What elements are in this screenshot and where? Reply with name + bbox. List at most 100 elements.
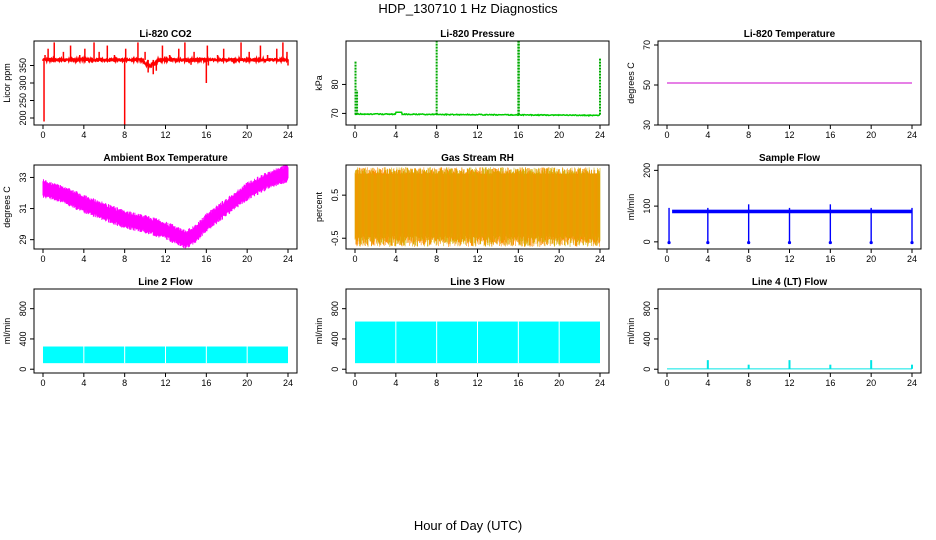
data-layer	[42, 165, 289, 249]
flow-dip-point	[787, 240, 792, 245]
x-tick-label: 8	[434, 254, 439, 264]
x-tick-label: 16	[513, 130, 523, 140]
x-tick-label: 0	[352, 130, 357, 140]
x-tick-label: 4	[705, 130, 710, 140]
data-layer	[355, 321, 600, 364]
x-tick-label: 16	[513, 378, 523, 388]
flow-dip-point	[747, 240, 751, 245]
x-tick-label: 8	[746, 130, 751, 140]
x-tick-label: 16	[825, 254, 835, 264]
panel-1: Li-820 CO2 Licor ppm 0 4 8 12 16 20 24 200 250 300 3…	[2, 29, 298, 140]
x-tick-label: 12	[472, 378, 482, 388]
flow-dip-point	[869, 240, 873, 245]
data-layer	[354, 41, 601, 117]
y-tick-label: 30	[642, 120, 652, 130]
y-axis-label: percent	[314, 191, 324, 222]
y-axis-label: Licor ppm	[2, 63, 12, 103]
y-tick-label: 250	[18, 93, 28, 108]
x-tick-label: 20	[866, 130, 876, 140]
x-tick-label: 16	[201, 130, 211, 140]
x-tick-label: 8	[434, 378, 439, 388]
y-tick-label: 350	[18, 58, 28, 73]
panel-6: Sample Flow ml/min 0 4 8 12 16 20 24 0 100 200	[626, 153, 922, 264]
x-tick-label: 24	[907, 378, 917, 388]
x-tick-label: 0	[40, 254, 45, 264]
x-tick-label: 16	[825, 378, 835, 388]
x-tick-label: 12	[160, 254, 170, 264]
panel-title: Line 3 Flow	[450, 277, 505, 288]
y-axis-label: ml/min	[2, 318, 12, 345]
y-axis-label: degrees C	[2, 186, 12, 228]
y-tick-label: 100	[642, 199, 652, 214]
y-axis-label: ml/min	[626, 194, 636, 221]
y-tick-label: 50	[642, 80, 652, 90]
y-tick-label: 200	[642, 163, 652, 178]
x-tick-label: 20	[554, 254, 564, 264]
x-tick-label: 12	[472, 130, 482, 140]
panel-title: Line 4 (LT) Flow	[752, 277, 828, 288]
series-line	[672, 209, 912, 214]
x-tick-label: 0	[40, 378, 45, 388]
x-tick-label: 12	[784, 378, 794, 388]
y-axis-label: kPa	[314, 75, 324, 91]
y-tick-label: 400	[18, 331, 28, 346]
flow-dip-point	[667, 240, 671, 245]
x-tick-label: 4	[81, 130, 86, 140]
x-tick-label: 12	[472, 254, 482, 264]
data-layer	[667, 360, 913, 370]
x-tick-label: 4	[81, 254, 86, 264]
panel-title: Sample Flow	[759, 153, 820, 164]
x-tick-label: 12	[784, 254, 794, 264]
y-tick-label: 800	[642, 301, 652, 316]
x-tick-label: 4	[393, 130, 398, 140]
y-tick-label: 0	[18, 367, 28, 372]
plot-frame	[33, 40, 298, 126]
x-tick-label: 0	[664, 378, 669, 388]
y-axis-label: degrees C	[626, 62, 636, 104]
panel-5: Gas Stream RH percent 0 4 8 12 16 20 24 -0.5 0.5	[314, 153, 610, 264]
series-line	[354, 111, 601, 117]
x-tick-label: 8	[746, 254, 751, 264]
x-tick-label: 24	[595, 130, 605, 140]
x-tick-label: 16	[201, 254, 211, 264]
x-tick-label: 8	[122, 254, 127, 264]
y-axis-label: ml/min	[314, 318, 324, 345]
x-tick-label: 24	[595, 254, 605, 264]
data-layer	[42, 42, 289, 125]
x-tick-label: 0	[40, 130, 45, 140]
plot-frame	[345, 40, 610, 126]
x-tick-label: 20	[554, 378, 564, 388]
y-tick-label: 70	[330, 108, 340, 118]
data-layer	[354, 167, 601, 247]
x-tick-label: 4	[393, 254, 398, 264]
y-tick-label: -0.5	[330, 230, 340, 246]
panel-3: Li-820 Temperature degrees C 0 4 8 12 16 20 24 30…	[626, 29, 922, 140]
flow-dip-point	[706, 240, 710, 245]
y-tick-label: 33	[18, 172, 28, 182]
panel-title: Line 2 Flow	[138, 277, 193, 288]
x-tick-label: 4	[705, 378, 710, 388]
x-tick-label: 20	[866, 254, 876, 264]
panel-title: Li-820 Temperature	[744, 29, 836, 40]
x-tick-label: 12	[784, 130, 794, 140]
flow-dip-point	[828, 240, 832, 245]
y-tick-label: 400	[642, 331, 652, 346]
x-tick-label: 4	[393, 378, 398, 388]
x-tick-label: 8	[746, 378, 751, 388]
x-tick-label: 8	[122, 130, 127, 140]
x-tick-label: 0	[664, 130, 669, 140]
x-tick-label: 16	[201, 378, 211, 388]
x-tick-label: 24	[283, 254, 293, 264]
x-tick-label: 0	[352, 378, 357, 388]
y-axis-label: ml/min	[626, 318, 636, 345]
x-axis-caption: Hour of Day (UTC)	[413, 518, 523, 533]
y-tick-label: 31	[18, 204, 28, 214]
data-layer	[43, 346, 288, 364]
y-tick-label: 300	[18, 75, 28, 90]
y-tick-label: 0.5	[330, 189, 340, 202]
panel-8: Line 3 Flow ml/min 0 4 8 12 16 20 24 0 400 800	[314, 277, 610, 388]
y-tick-label: 70	[642, 40, 652, 50]
x-tick-label: 20	[242, 130, 252, 140]
panel-title: Li-820 Pressure	[440, 29, 515, 40]
